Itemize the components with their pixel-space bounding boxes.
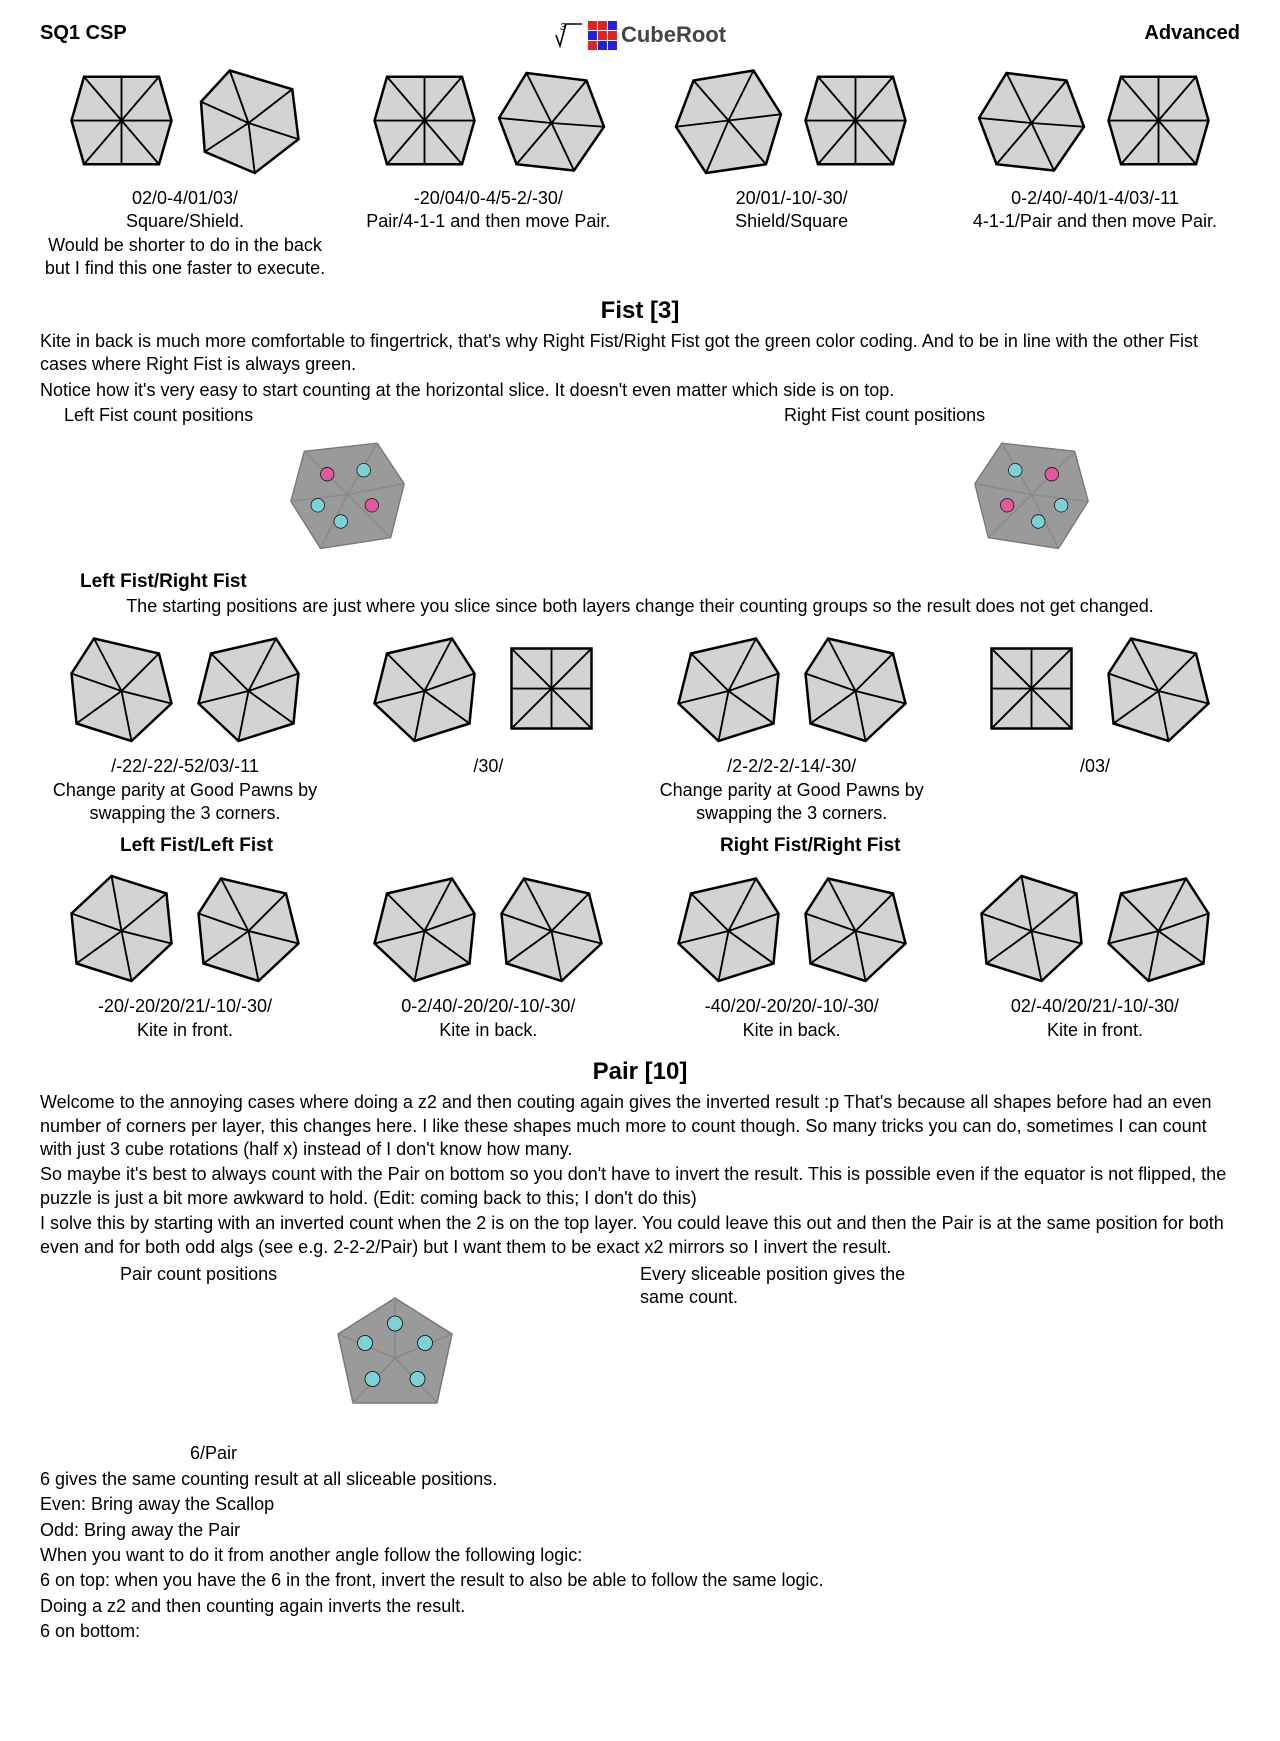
- shape-icon: [489, 866, 614, 991]
- case-2: -20/04/0-4/5-2/-30/ Pair/4-1-1 and then …: [343, 58, 633, 281]
- case-alg: /-22/-22/-52/03/-11: [40, 755, 330, 778]
- pair-every-slice: Every sliceable position gives the same …: [640, 1263, 940, 1310]
- shape-icon: [666, 626, 791, 751]
- shape-icon: [969, 626, 1094, 751]
- case-alg: /30/: [343, 755, 633, 778]
- case-desc: Shield/Square: [647, 210, 937, 233]
- shape-icon: [59, 626, 184, 751]
- fist-count-row: Left Fist count positions Right Fist cou…: [40, 404, 1240, 562]
- pair-count-label: Pair count positions: [120, 1263, 560, 1286]
- lfrf-case-4: /03/: [950, 626, 1240, 825]
- shape-icon: [362, 626, 487, 751]
- fist-title: Fist [3]: [40, 295, 1240, 326]
- case-alg: -20/-20/20/21/-10/-30/: [40, 995, 330, 1018]
- cube-grid-icon: [588, 21, 617, 50]
- case-alg: 0-2/40/-20/20/-10/-30/: [343, 995, 633, 1018]
- shape-icon: [1096, 866, 1221, 991]
- case-alg: /03/: [950, 755, 1240, 778]
- left-fist-count-label: Left Fist count positions: [64, 404, 616, 427]
- pair-title: Pair [10]: [40, 1056, 1240, 1087]
- rfrf-title: Right Fist/Right Fist: [720, 834, 1240, 859]
- pair-line-1: Even: Bring away the Scallop: [40, 1493, 1240, 1516]
- case-desc: Kite in back.: [647, 1019, 937, 1042]
- shape-icon: [186, 866, 311, 991]
- shape-icon: [186, 58, 311, 183]
- pair-line-0: 6 gives the same counting result at all …: [40, 1468, 1240, 1491]
- shape-icon: [59, 866, 184, 991]
- ff-headings-row: Left Fist/Left Fist Right Fist/Right Fis…: [40, 826, 1240, 859]
- shape-icon: [666, 866, 791, 991]
- shape-icon: [1096, 626, 1221, 751]
- pair-line-5: Doing a z2 and then counting again inver…: [40, 1595, 1240, 1618]
- case-desc: Kite in front.: [40, 1019, 330, 1042]
- fist-intro1: Kite in back is much more comfortable to…: [40, 330, 1240, 377]
- logo-text: CubeRoot: [621, 21, 726, 50]
- case-desc: Change parity at Good Pawns by swapping …: [647, 779, 937, 826]
- case-desc: Square/Shield. Would be shorter to do in…: [40, 210, 330, 280]
- case-alg: 02/0-4/01/03/: [40, 187, 330, 210]
- case-alg: 02/-40/20/21/-10/-30/: [950, 995, 1240, 1018]
- fist-intro2: Notice how it's very easy to start count…: [40, 379, 1240, 402]
- fb-case-2: 0-2/40/-20/20/-10/-30/ Kite in back.: [343, 866, 633, 1042]
- case-desc: Change parity at Good Pawns by swapping …: [40, 779, 330, 826]
- lfrf-desc: The starting positions are just where yo…: [40, 595, 1240, 618]
- case-desc: 4-1-1/Pair and then move Pair.: [950, 210, 1240, 233]
- shape-icon: [489, 626, 614, 751]
- left-fist-count-icon: [280, 427, 415, 562]
- pair-line-4: 6 on top: when you have the 6 in the fro…: [40, 1569, 1240, 1592]
- shape-icon: [793, 866, 918, 991]
- shape-icon: [362, 866, 487, 991]
- case-alg: /2-2/2-2/-14/-30/: [647, 755, 937, 778]
- shape-icon: [793, 626, 918, 751]
- right-fist-count-label: Right Fist count positions: [784, 404, 1240, 427]
- shape-icon: [793, 58, 918, 183]
- case-3: 20/01/-10/-30/ Shield/Square: [647, 58, 937, 281]
- lfrf-case-2: /30/: [343, 626, 633, 825]
- lfrf-case-1: /-22/-22/-52/03/-11 Change parity at Goo…: [40, 626, 330, 825]
- shape-icon: [666, 58, 791, 183]
- header-right: Advanced: [1144, 20, 1240, 46]
- case-alg: -40/20/-20/20/-10/-30/: [647, 995, 937, 1018]
- case-desc: Pair/4-1-1 and then move Pair.: [343, 210, 633, 233]
- lfrf-row: /-22/-22/-52/03/-11 Change parity at Goo…: [40, 626, 1240, 825]
- shape-icon: [969, 58, 1094, 183]
- pair-p3: I solve this by starting with an inverte…: [40, 1212, 1240, 1259]
- logo: 3 CubeRoot: [554, 20, 726, 50]
- pair-line-2: Odd: Bring away the Pair: [40, 1519, 1240, 1542]
- fist-bottom-row: -20/-20/20/21/-10/-30/ Kite in front. 0-…: [40, 866, 1240, 1042]
- case-alg: 0-2/40/-40/1-4/03/-11: [950, 187, 1240, 210]
- shape-icon: [59, 58, 184, 183]
- pair-count-row: Pair count positions Every sliceable pos…: [40, 1263, 1240, 1436]
- header-left: SQ1 CSP: [40, 20, 127, 46]
- lflf-title: Left Fist/Left Fist: [120, 834, 640, 859]
- shape-icon: [969, 866, 1094, 991]
- shape-icon: [489, 58, 614, 183]
- case-1: 02/0-4/01/03/ Square/Shield. Would be sh…: [40, 58, 330, 281]
- pair-line-3: When you want to do it from another angl…: [40, 1544, 1240, 1567]
- page-header: SQ1 CSP 3 CubeRoot Advanced: [40, 20, 1240, 50]
- top-cases-row: 02/0-4/01/03/ Square/Shield. Would be sh…: [40, 58, 1240, 281]
- pair-p2: So maybe it's best to always count with …: [40, 1163, 1240, 1210]
- case-desc: Kite in front.: [950, 1019, 1240, 1042]
- pair-p1: Welcome to the annoying cases where doin…: [40, 1091, 1240, 1161]
- shape-icon: [186, 626, 311, 751]
- pair-count-icon: [320, 1286, 470, 1436]
- right-fist-count-icon: [964, 427, 1099, 562]
- lfrf-title: Left Fist/Right Fist: [80, 570, 1240, 595]
- case-4: 0-2/40/-40/1-4/03/-11 4-1-1/Pair and the…: [950, 58, 1240, 281]
- fb-case-1: -20/-20/20/21/-10/-30/ Kite in front.: [40, 866, 330, 1042]
- case-desc: Kite in back.: [343, 1019, 633, 1042]
- lfrf-case-3: /2-2/2-2/-14/-30/ Change parity at Good …: [647, 626, 937, 825]
- six-pair-title: 6/Pair: [190, 1442, 1240, 1465]
- shape-icon: [1096, 58, 1221, 183]
- pair-line-6: 6 on bottom:: [40, 1620, 1240, 1643]
- case-alg: -20/04/0-4/5-2/-30/: [343, 187, 633, 210]
- fb-case-3: -40/20/-20/20/-10/-30/ Kite in back.: [647, 866, 937, 1042]
- shape-icon: [362, 58, 487, 183]
- fb-case-4: 02/-40/20/21/-10/-30/ Kite in front.: [950, 866, 1240, 1042]
- radical-icon: 3: [554, 20, 584, 50]
- case-alg: 20/01/-10/-30/: [647, 187, 937, 210]
